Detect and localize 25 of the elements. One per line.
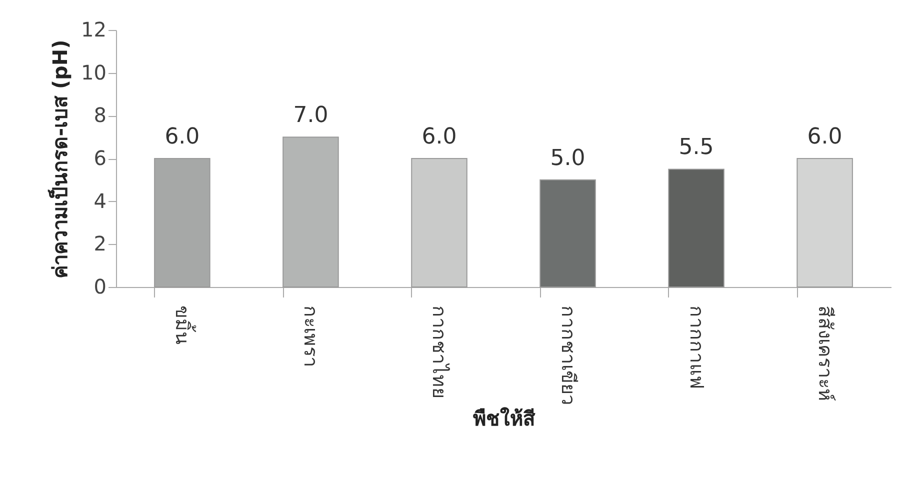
data-label: 6.0 [422,124,457,150]
y-tick-label: 8 [94,103,106,128]
bar [411,158,468,288]
x-tick-label: สีสังเคราะห์ [814,306,836,402]
y-tick-label: 4 [94,188,106,213]
data-label: 6.0 [164,124,200,150]
data-label: 6.0 [807,124,842,150]
bar [668,168,724,288]
x-tick-label: ขมิ้น [171,306,196,344]
data-label: 7.0 [293,103,328,128]
y-tick-label: 10 [81,60,106,84]
bar [540,179,596,288]
data-label: 5.5 [678,135,714,160]
y-tick-label: 6 [94,146,106,170]
data-label: 5.0 [550,146,586,171]
x-axis-title: พืชให้สี [473,406,536,430]
x-tick-label: กากกาแฟ [685,306,708,388]
y-axis-title: ค่าความเป็นกรด-เบส (pH) [47,40,72,278]
x-tick-label: กากชาไทย [428,306,450,398]
y-tick-label: 12 [81,18,106,42]
x-tick-label: กะเพรา [300,306,322,368]
bar [796,158,853,288]
x-tick-label: กากชาเขียว [556,306,579,406]
y-tick-label: 2 [94,232,106,256]
y-tick-label: 0 [94,274,106,298]
